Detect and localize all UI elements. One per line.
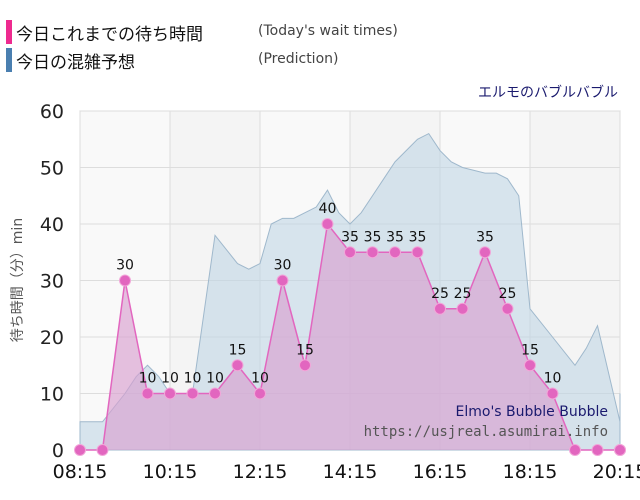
x-tick-label: 08:15 bbox=[53, 461, 108, 483]
data-point bbox=[74, 444, 86, 456]
legend-prediction-label: 今日の混雑予想 bbox=[16, 52, 135, 73]
data-label: 35 bbox=[341, 229, 359, 245]
data-label: 25 bbox=[499, 286, 517, 302]
y-tick-label: 10 bbox=[40, 384, 64, 406]
legend-today-label: 今日これまでの待ち時間 bbox=[16, 24, 203, 45]
legend-today-swatch bbox=[6, 20, 12, 44]
data-point bbox=[209, 387, 221, 400]
y-tick-label: 50 bbox=[40, 158, 64, 180]
data-point bbox=[119, 274, 131, 287]
data-point bbox=[96, 444, 109, 456]
y-tick-label: 20 bbox=[40, 327, 64, 349]
data-label: 10 bbox=[206, 371, 224, 387]
data-point bbox=[186, 387, 199, 400]
data-label: 25 bbox=[454, 286, 472, 302]
data-label: 15 bbox=[296, 342, 314, 358]
y-tick-labels: 0 10 20 30 40 50 60 bbox=[40, 101, 64, 462]
data-point bbox=[546, 387, 559, 400]
data-label: 10 bbox=[251, 371, 269, 387]
x-tick-label: 18:15 bbox=[503, 461, 558, 483]
data-point bbox=[231, 359, 244, 372]
data-point bbox=[141, 387, 154, 400]
data-point bbox=[366, 246, 379, 259]
data-label: 40 bbox=[319, 201, 337, 217]
data-point bbox=[389, 246, 401, 259]
data-point bbox=[344, 246, 356, 259]
data-point bbox=[321, 218, 334, 230]
data-point bbox=[614, 444, 626, 456]
data-point bbox=[254, 387, 266, 400]
actual-points bbox=[74, 218, 626, 456]
data-label: 35 bbox=[409, 229, 427, 245]
data-point bbox=[299, 359, 311, 372]
legend-today: 今日これまでの待ち時間 bbox=[6, 20, 203, 45]
watermark-name: Elmo's Bubble Bubble bbox=[456, 404, 609, 420]
legend-prediction: 今日の混雑予想 bbox=[6, 48, 135, 73]
data-label: 35 bbox=[386, 229, 404, 245]
y-tick-label: 60 bbox=[40, 101, 64, 123]
x-tick-labels: 08:15 10:15 12:15 14:15 16:15 18:15 20:15 bbox=[53, 461, 640, 483]
y-axis-label: 待ち時間（分）min bbox=[10, 218, 26, 342]
attraction-name: エルモのバブルバブル bbox=[478, 84, 618, 100]
data-point bbox=[164, 387, 176, 400]
data-point bbox=[411, 246, 424, 259]
x-tick-label: 10:15 bbox=[143, 461, 198, 483]
data-point bbox=[524, 359, 536, 372]
y-tick-label: 40 bbox=[40, 214, 64, 236]
data-label: 35 bbox=[364, 229, 382, 245]
data-label: 30 bbox=[274, 258, 292, 274]
x-tick-label: 12:15 bbox=[233, 461, 288, 483]
data-label: 10 bbox=[139, 371, 157, 387]
data-label: 25 bbox=[431, 286, 449, 302]
y-tick-label: 0 bbox=[52, 440, 64, 462]
data-label: 30 bbox=[116, 258, 134, 274]
legend-today-note: (Today's wait times) bbox=[258, 23, 398, 39]
legend-prediction-note: (Prediction) bbox=[258, 51, 339, 67]
legend-prediction-swatch bbox=[6, 48, 12, 72]
data-point bbox=[479, 246, 491, 259]
data-label: 15 bbox=[229, 342, 247, 358]
x-tick-label: 16:15 bbox=[413, 461, 468, 483]
data-label: 10 bbox=[544, 371, 562, 387]
data-point bbox=[591, 444, 604, 456]
x-tick-label: 20:15 bbox=[593, 461, 640, 483]
data-point bbox=[501, 302, 514, 315]
data-label: 10 bbox=[184, 371, 202, 387]
data-label: 35 bbox=[476, 229, 494, 245]
data-label: 15 bbox=[521, 342, 539, 358]
data-point bbox=[434, 302, 446, 315]
data-label: 10 bbox=[161, 371, 179, 387]
data-point bbox=[276, 274, 289, 287]
data-point bbox=[569, 444, 581, 456]
y-tick-label: 30 bbox=[40, 271, 64, 293]
data-point bbox=[456, 302, 469, 315]
x-tick-label: 14:15 bbox=[323, 461, 378, 483]
watermark-url: https://usjreal.asumirai.info bbox=[364, 424, 608, 440]
